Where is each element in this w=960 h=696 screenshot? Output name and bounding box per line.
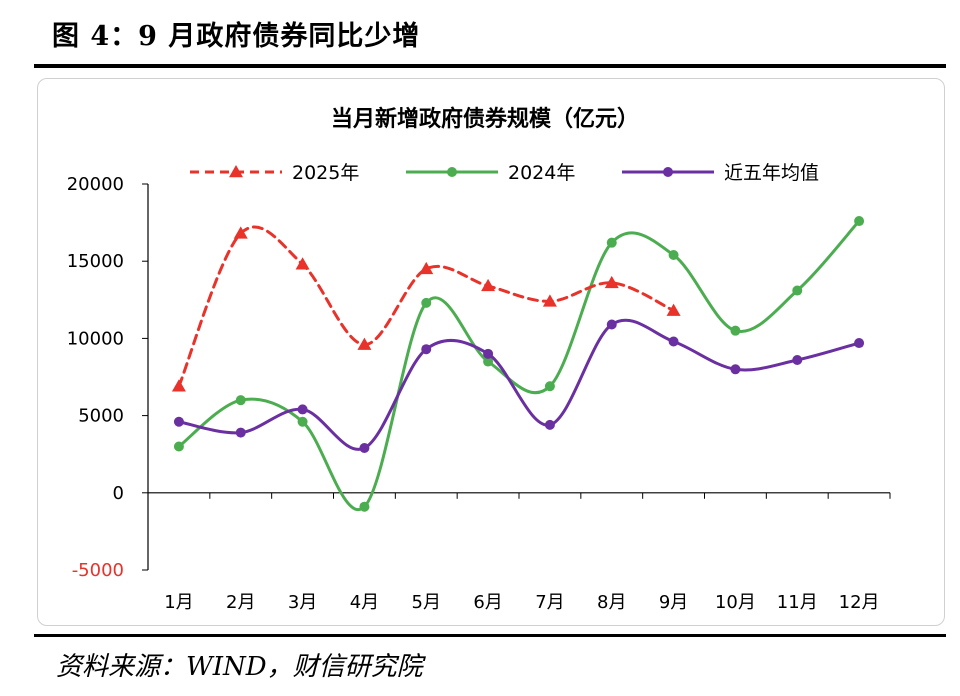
data-point <box>668 250 679 261</box>
data-point <box>483 356 494 367</box>
data-point <box>854 216 865 227</box>
data-point <box>357 337 372 350</box>
y-tick-label: 20000 <box>67 174 124 195</box>
series-line <box>177 219 861 511</box>
x-tick-label: 11月 <box>777 592 818 613</box>
figure-title: 图 4：9 月政府债券同比少增 <box>52 21 421 52</box>
data-point <box>792 355 803 366</box>
x-tick-label: 1月 <box>164 592 193 613</box>
y-tick-label: 5000 <box>78 406 124 427</box>
legend-item: 2025年 <box>190 162 359 184</box>
data-point <box>542 294 557 307</box>
x-tick-label: 7月 <box>535 592 564 613</box>
data-point <box>666 303 681 316</box>
chart-title: 当月新增政府债券规模（亿元） <box>331 106 639 132</box>
legend-label: 近五年均值 <box>724 162 819 184</box>
x-tick-label: 5月 <box>412 592 441 613</box>
series-previous <box>173 216 865 512</box>
axes: -5000 0 5000 10000 15000 20000 1月 2月 3月 4月 5月 6月 7月 8… <box>67 174 891 613</box>
legend-item: 近五年均值 <box>622 162 819 184</box>
x-tick-label: 3月 <box>288 592 317 613</box>
data-point <box>730 364 741 375</box>
data-point <box>359 501 370 512</box>
legend: 2025年 2024年 近五年均值 <box>190 162 819 184</box>
data-point <box>483 348 494 359</box>
data-point <box>606 319 617 330</box>
data-point <box>359 443 370 454</box>
data-point <box>544 381 555 392</box>
legend-marker <box>447 167 457 177</box>
data-point <box>173 441 184 452</box>
bottom-rule <box>34 634 946 637</box>
data-point <box>295 257 310 270</box>
x-tick-label: 9月 <box>659 592 688 613</box>
data-point <box>173 416 184 427</box>
series-average <box>173 318 865 454</box>
data-point <box>235 395 246 406</box>
data-point <box>481 278 496 292</box>
x-tick-label: 2月 <box>226 592 255 613</box>
x-tick-label: 10月 <box>715 592 756 613</box>
chart-frame <box>37 78 945 626</box>
y-tick-label: 15000 <box>67 251 124 272</box>
data-point <box>730 325 741 336</box>
top-rule <box>34 64 946 68</box>
y-tick-label: -5000 <box>72 560 124 581</box>
series-layer <box>171 216 865 512</box>
data-point <box>421 297 432 308</box>
x-tick-label: 6月 <box>473 592 502 613</box>
data-point <box>235 427 246 438</box>
data-point <box>854 338 865 349</box>
data-point <box>604 275 619 289</box>
data-point <box>419 261 434 275</box>
data-point <box>606 237 617 248</box>
series-current <box>171 225 681 392</box>
x-tick-label: 12月 <box>839 592 880 613</box>
data-point <box>171 379 186 392</box>
source-note: 资料来源：WIND，财信研究院 <box>56 652 423 682</box>
y-tick-label: 10000 <box>67 328 124 349</box>
data-point <box>233 226 248 239</box>
legend-label: 2024年 <box>508 162 575 184</box>
legend-item: 2024年 <box>406 162 575 184</box>
legend-label: 2025年 <box>292 162 359 184</box>
data-point <box>792 285 803 296</box>
data-point <box>297 404 308 415</box>
x-tick-label: 8月 <box>597 592 626 613</box>
y-tick-label: 0 <box>113 483 124 504</box>
data-point <box>544 419 555 430</box>
x-tick-label: 4月 <box>350 592 379 613</box>
data-point <box>421 344 432 355</box>
data-point <box>668 336 679 347</box>
data-point <box>297 416 308 427</box>
legend-marker <box>663 167 673 177</box>
legend-marker <box>229 165 243 178</box>
